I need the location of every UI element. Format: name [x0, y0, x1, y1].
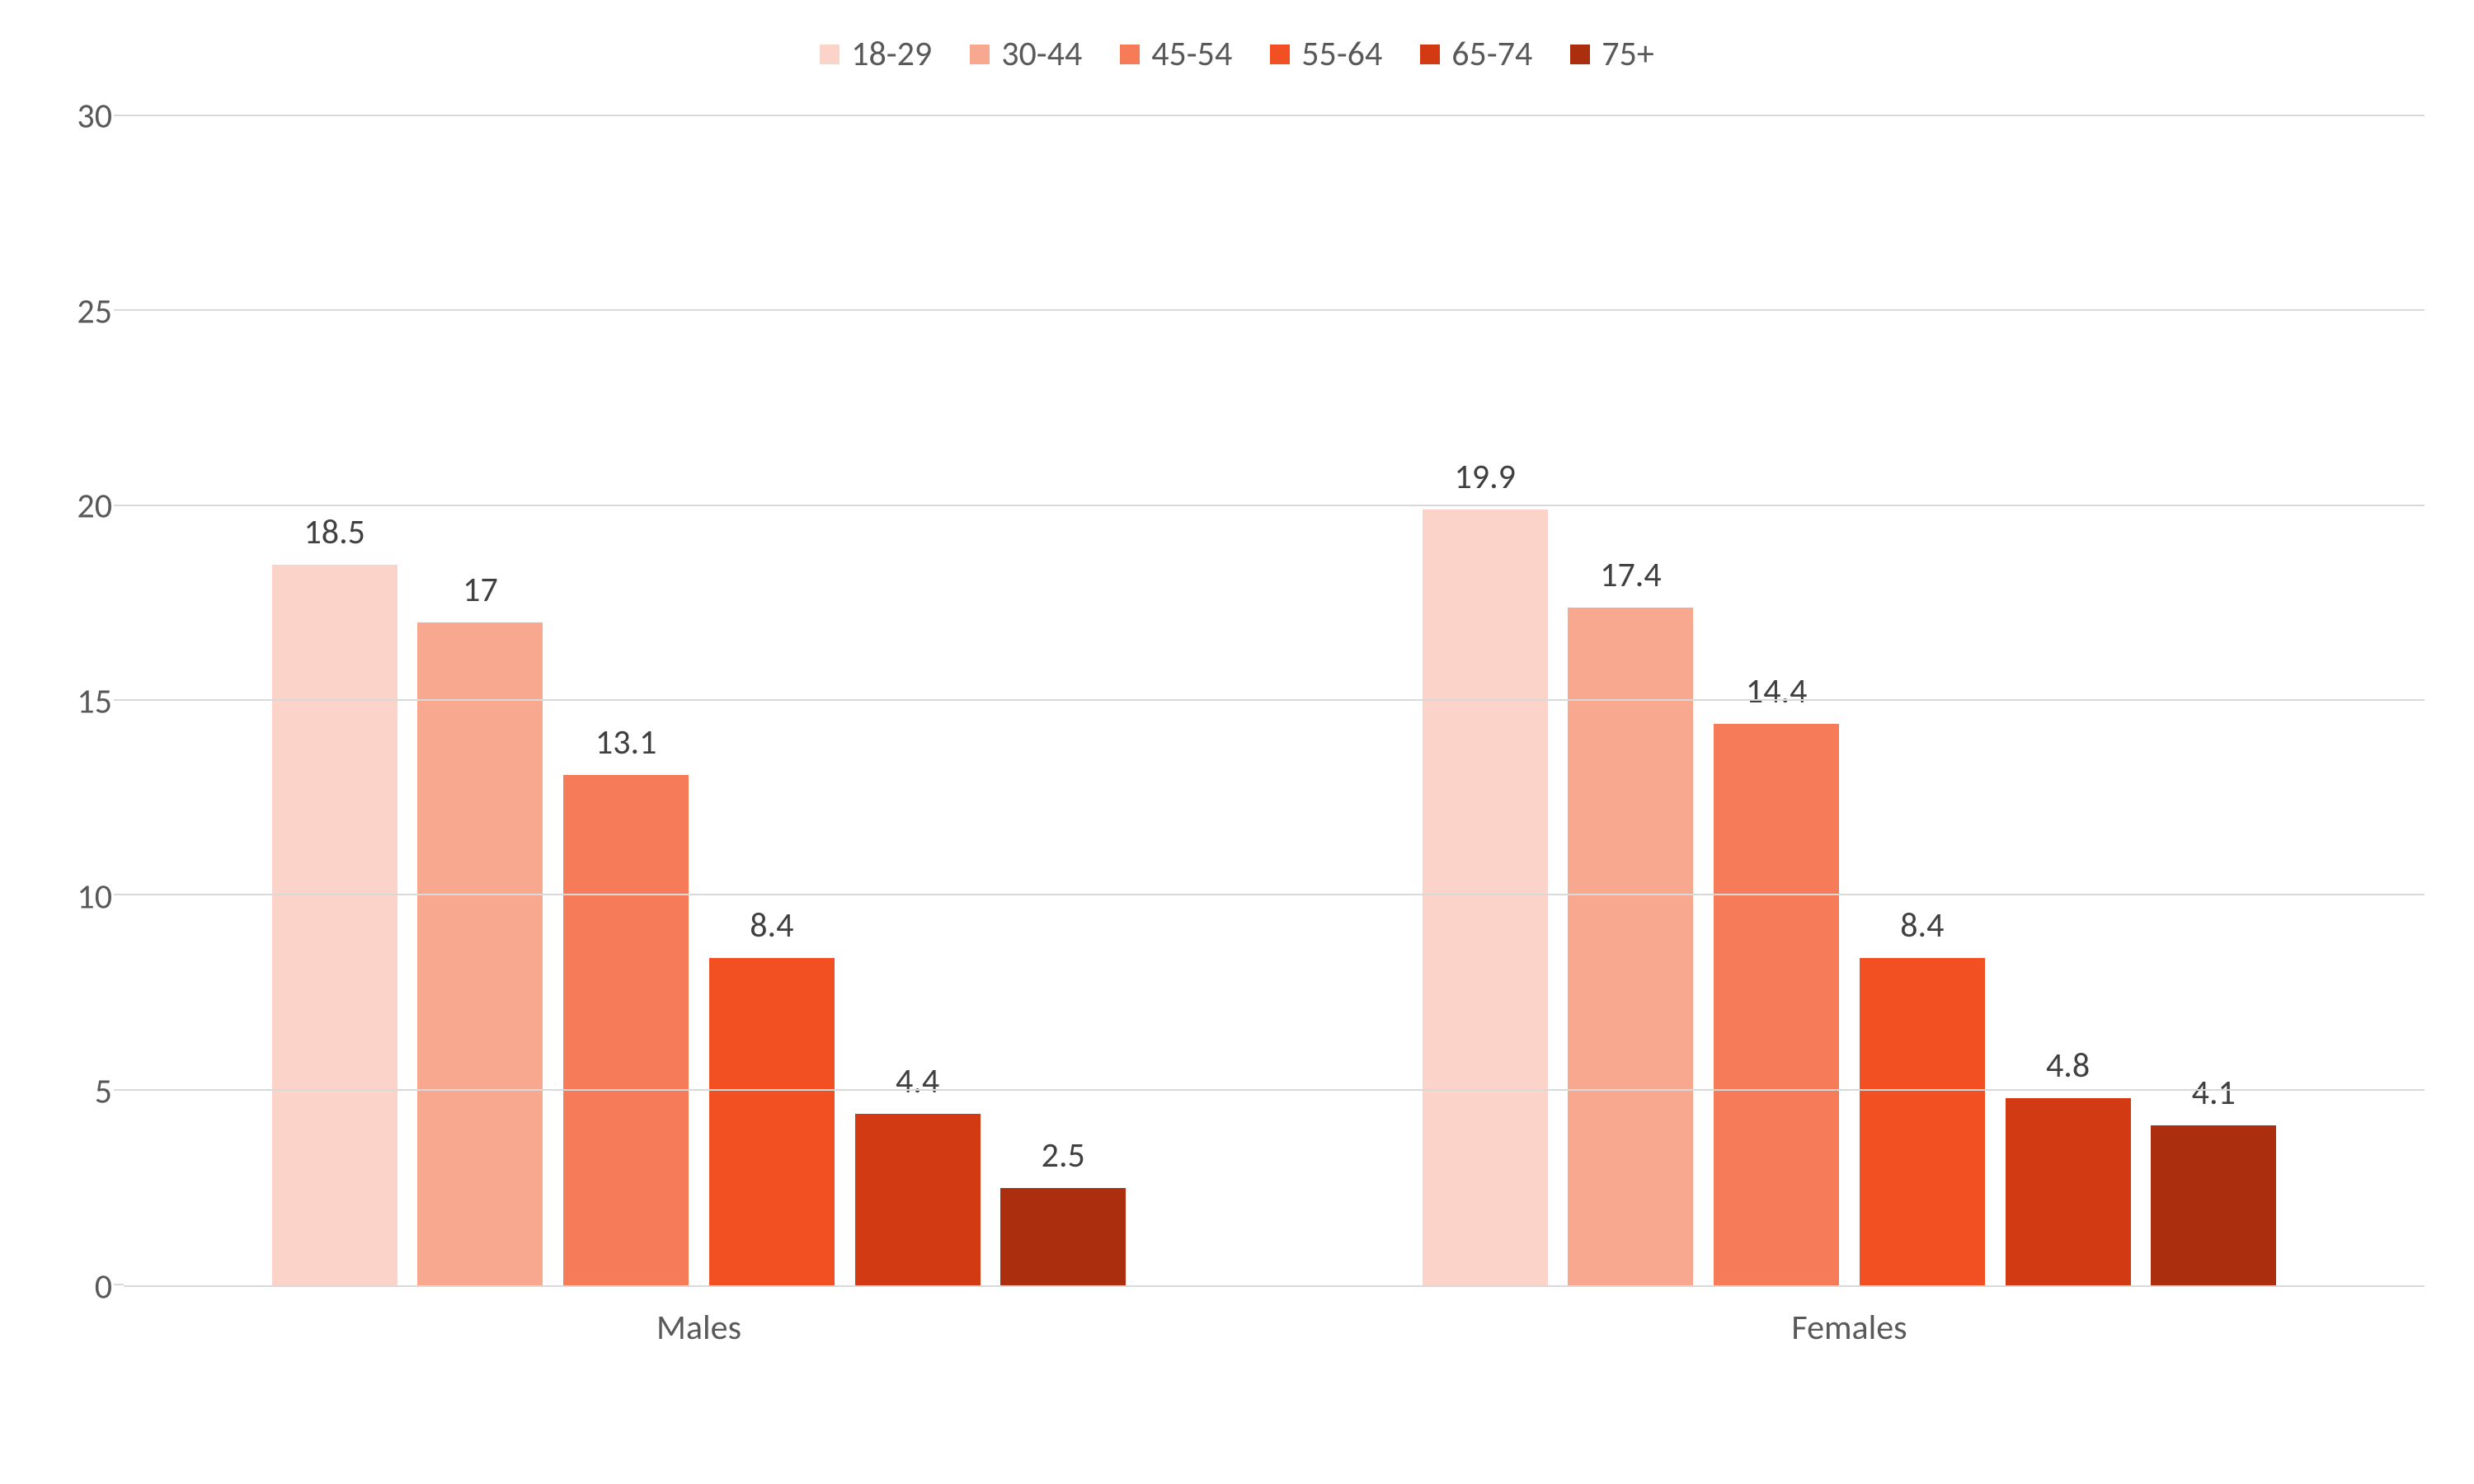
x-axis: MalesFemales [124, 1307, 2425, 1349]
gridline [124, 115, 2425, 116]
bar [2151, 1125, 2276, 1285]
legend-swatch [1120, 45, 1140, 64]
legend-item: 30-44 [970, 33, 1082, 75]
bar-value-label: 4.1 [2192, 1072, 2236, 1114]
bar-value-label: 17.4 [1600, 554, 1661, 596]
bar-value-label: 4.4 [896, 1060, 939, 1102]
legend-item: 45-54 [1120, 33, 1232, 75]
bar-value-label: 13.1 [595, 721, 656, 763]
legend-label: 65-74 [1451, 33, 1532, 75]
y-tick-label: 25 [46, 290, 112, 332]
bar-column: 18.5 [261, 116, 407, 1285]
bar-column: 4.1 [2141, 116, 2287, 1285]
bar [1714, 724, 1839, 1285]
bar-column: 19.9 [1412, 116, 1558, 1285]
bar-column: 4.8 [1995, 116, 2141, 1285]
bar-column: 4.4 [844, 116, 990, 1285]
bar [272, 565, 397, 1285]
bar-value-label: 2.5 [1042, 1134, 1085, 1176]
y-tick-mark [114, 505, 124, 506]
bar-group: 19.9 17.4 14.4 8.4 4.8 4.1 [1274, 116, 2425, 1285]
y-tick-mark [114, 894, 124, 895]
bar-value-label: 14.4 [1746, 670, 1807, 712]
y-tick-mark [114, 699, 124, 701]
bar-groups: 18.5 17 13.1 8.4 4.4 2.5 19.9 17.4 14.4 8.4 4.8 4.1 [124, 116, 2425, 1285]
legend-label: 55-64 [1301, 33, 1382, 75]
bar-column: 17 [407, 116, 553, 1285]
bar [563, 775, 689, 1285]
y-tick-label: 5 [46, 1071, 112, 1113]
bar [1000, 1188, 1126, 1285]
y-tick-label: 10 [46, 876, 112, 918]
y-tick-label: 15 [46, 681, 112, 723]
plot: 051015202530 18.51713.18.44.42.519.917.4… [49, 116, 2425, 1287]
bar [1860, 958, 1985, 1285]
y-axis: 051015202530 [49, 116, 124, 1287]
grouped-bar-chart: 18-29 30-44 45-54 55-64 65-74 75+ 0 5 10 15 20 25 3… [49, 33, 2425, 1349]
legend-label: 30-44 [1001, 33, 1082, 75]
gridline [124, 309, 2425, 311]
bar-column: 13.1 [553, 116, 699, 1285]
y-tick-mark [114, 115, 124, 116]
legend-item: 18-29 [820, 33, 932, 75]
bar [709, 958, 835, 1285]
legend-label: 18-29 [851, 33, 932, 75]
x-category-label: Males [124, 1307, 1274, 1349]
bar-value-label: 8.4 [1900, 904, 1944, 946]
bar-value-label: 8.4 [750, 904, 793, 946]
gridline [124, 1089, 2425, 1091]
bar [1568, 608, 1693, 1285]
legend-label: 75+ [1602, 33, 1654, 75]
bar-column: 8.4 [699, 116, 845, 1285]
y-tick-mark [114, 1089, 124, 1091]
bar-group: 18.5 17 13.1 8.4 4.4 2.5 [124, 116, 1274, 1285]
legend-swatch [1420, 45, 1440, 64]
legend: 18-29 30-44 45-54 55-64 65-74 75+ [49, 33, 2425, 75]
bar [2006, 1098, 2131, 1285]
x-category-label: Females [1274, 1307, 2425, 1349]
bar [1423, 510, 1548, 1285]
legend-item: 75+ [1570, 33, 1654, 75]
legend-item: 55-64 [1270, 33, 1382, 75]
plot-area: 18.5 17 13.1 8.4 4.4 2.5 19.9 17.4 14.4 8.4 4.8 4.1 [124, 116, 2425, 1287]
y-tick-label: 20 [46, 486, 112, 528]
legend-label: 45-54 [1151, 33, 1232, 75]
legend-swatch [1570, 45, 1590, 64]
y-tick-mark [114, 1284, 124, 1285]
legend-swatch [820, 45, 840, 64]
bar-value-label: 4.8 [2046, 1045, 2090, 1087]
bar [417, 622, 543, 1285]
bar-value-label: 19.9 [1455, 456, 1516, 498]
y-tick-label: 30 [46, 96, 112, 138]
gridline [124, 699, 2425, 701]
bar-column: 17.4 [1558, 116, 1704, 1285]
gridline [124, 505, 2425, 506]
legend-swatch [970, 45, 990, 64]
bar [855, 1114, 981, 1285]
bar-column: 2.5 [990, 116, 1136, 1285]
bar-value-label: 18.5 [304, 511, 365, 553]
bar-column: 14.4 [1704, 116, 1850, 1285]
legend-swatch [1270, 45, 1290, 64]
y-tick-mark [114, 309, 124, 311]
legend-item: 65-74 [1420, 33, 1532, 75]
y-tick-label: 0 [46, 1266, 112, 1308]
bar-value-label: 17 [463, 569, 498, 611]
bar-column: 8.4 [1850, 116, 1996, 1285]
gridline [124, 894, 2425, 895]
